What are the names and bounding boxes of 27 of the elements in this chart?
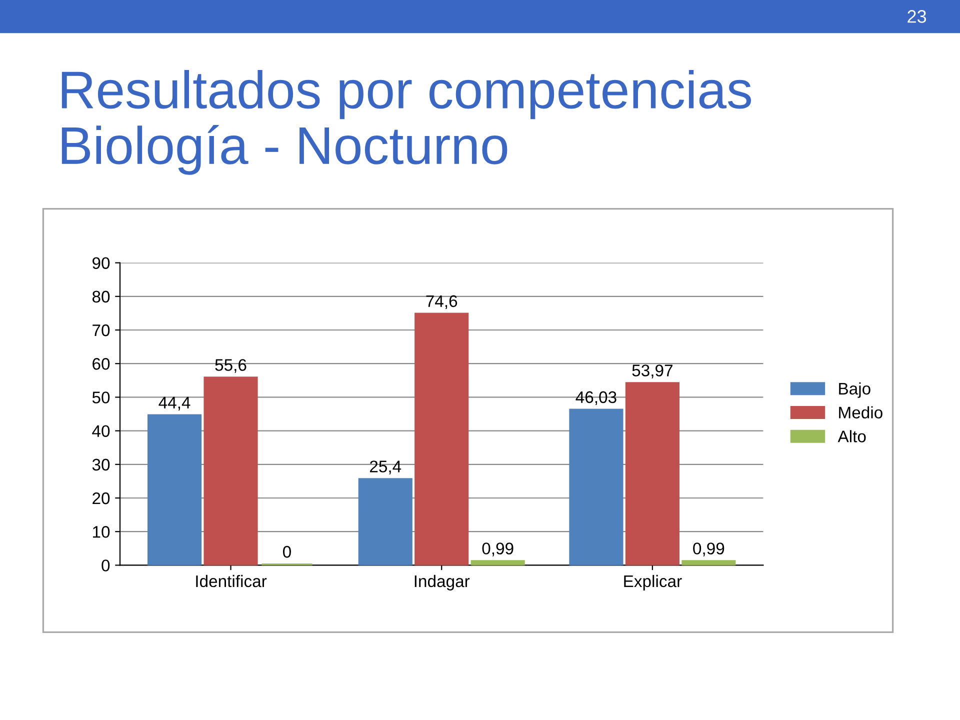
legend-label: Medio bbox=[839, 406, 882, 418]
y-tick-label: 20 bbox=[92, 492, 110, 504]
y-tick-label: 70 bbox=[92, 324, 110, 336]
data-label: 0,99 bbox=[693, 542, 724, 556]
chart-title: Resultados por competencias Biología - Nocturno bbox=[62, 70, 751, 175]
y-tick-label: 0 bbox=[102, 560, 110, 572]
x-tick-label: Identificar bbox=[196, 574, 267, 588]
data-label: 0 bbox=[283, 546, 291, 558]
y-tick-label: 80 bbox=[92, 290, 110, 303]
legend-label: Bajo bbox=[839, 382, 870, 398]
data-label: 25,4 bbox=[370, 460, 402, 474]
text: 23 bbox=[908, 10, 926, 23]
data-label: 46,03 bbox=[576, 391, 616, 406]
y-tick-label: 90 bbox=[92, 257, 110, 270]
data-label: 74,6 bbox=[426, 295, 458, 310]
x-tick-label: Indagar bbox=[414, 574, 470, 590]
y-tick-label: 10 bbox=[93, 526, 110, 538]
y-tick-label: 40 bbox=[92, 425, 110, 438]
x-tick-label: Explicar bbox=[624, 574, 682, 590]
data-label: 53,97 bbox=[632, 364, 672, 378]
y-tick-label: 30 bbox=[92, 458, 110, 471]
data-label: 55,6 bbox=[215, 359, 246, 373]
y-tick-label: 60 bbox=[92, 358, 110, 370]
data-label: 44,4 bbox=[158, 396, 190, 411]
legend-label: Alto bbox=[838, 430, 866, 442]
data-label: 0,99 bbox=[482, 542, 514, 556]
y-tick-label: 50 bbox=[92, 392, 110, 404]
